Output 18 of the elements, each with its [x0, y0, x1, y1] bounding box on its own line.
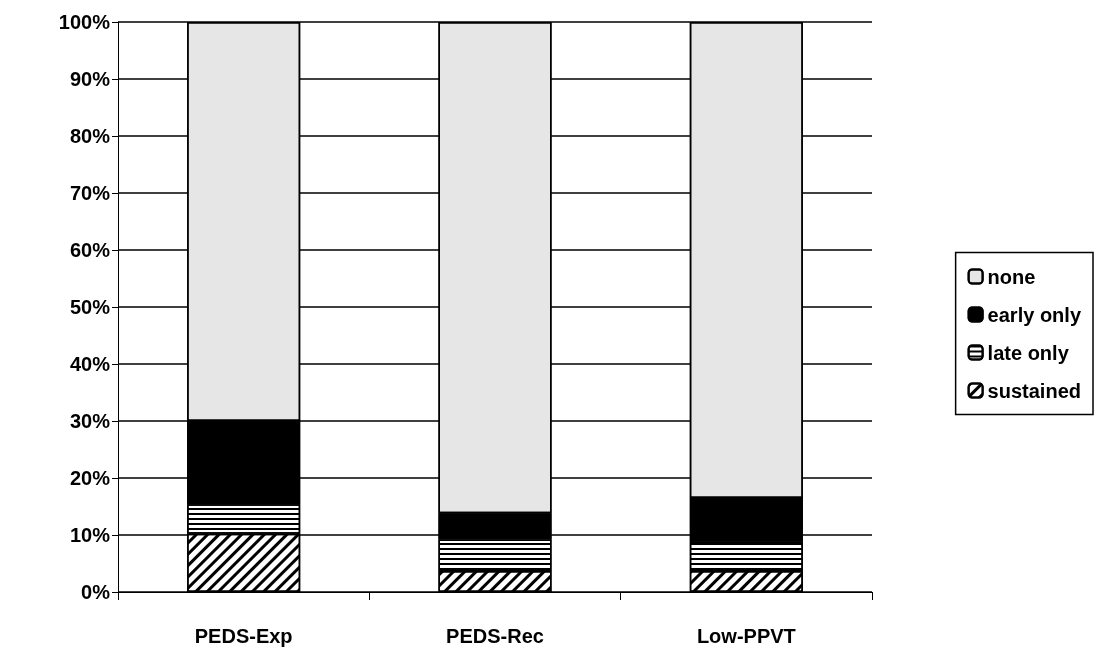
- y-tick-label: 100%: [58, 11, 111, 33]
- y-tick-label: 60%: [69, 239, 111, 261]
- y-tick-label: 40%: [69, 353, 111, 375]
- legend-label: late only: [987, 341, 1070, 364]
- y-tick-label: 10%: [69, 524, 111, 546]
- y-tick-label: 70%: [69, 182, 111, 204]
- x-tick-label: PEDS-Rec: [446, 625, 544, 647]
- y-tick-label: 0%: [81, 581, 111, 603]
- y-tick-label: 30%: [69, 410, 111, 432]
- legend-label: sustained: [987, 379, 1081, 402]
- y-tick-label: 90%: [69, 68, 111, 90]
- x-tick-label: PEDS-Exp: [194, 625, 293, 647]
- y-tick-label: 50%: [69, 296, 111, 318]
- x-tick-label: Low-PPVT: [696, 625, 796, 647]
- y-tick-label: 20%: [69, 467, 111, 489]
- legend-label: none: [987, 265, 1036, 288]
- legend-label: early only: [987, 303, 1082, 326]
- y-tick-label: 80%: [69, 125, 111, 147]
